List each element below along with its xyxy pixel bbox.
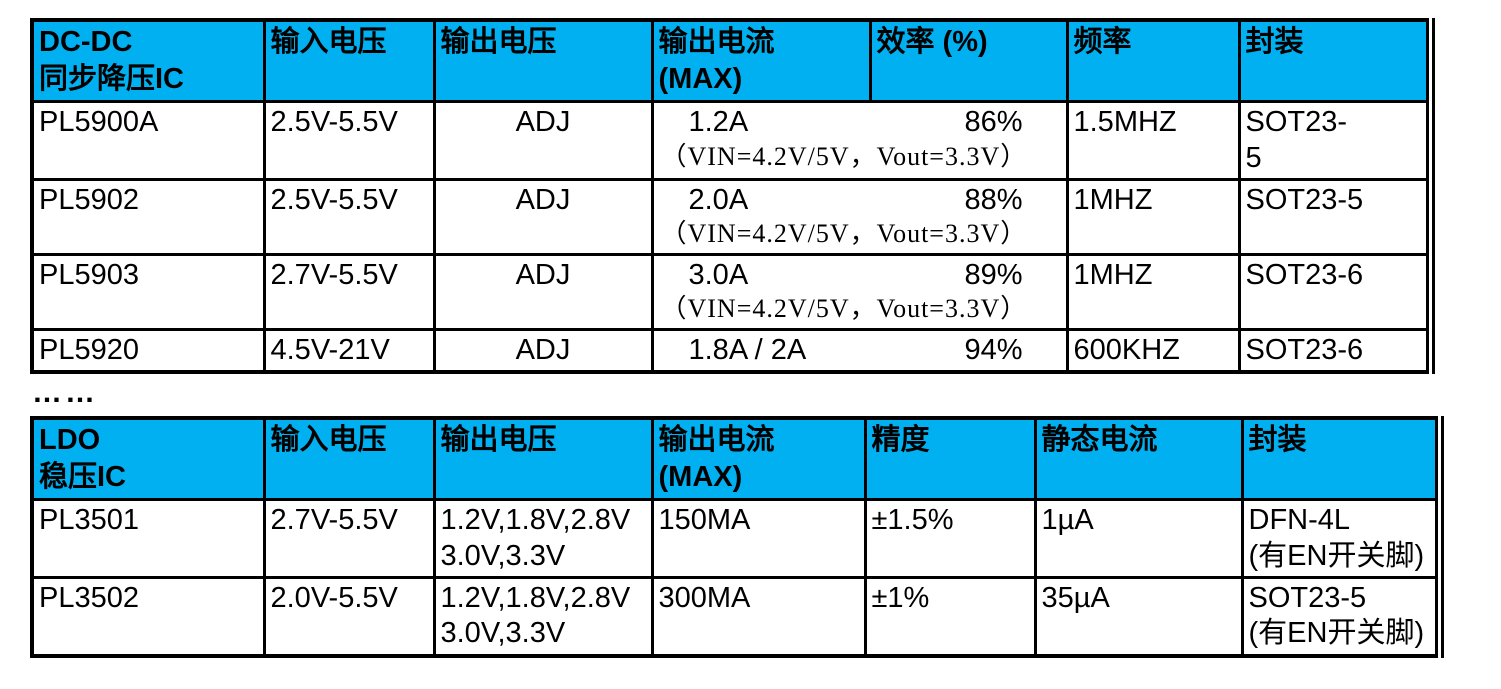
- cell-quiescent-current: 35µA: [1033, 576, 1244, 658]
- cell-accuracy: ±1.5%: [863, 498, 1037, 580]
- cell-efficiency: 88%: [964, 183, 1023, 216]
- header-output-current: 输出电流 (MAX): [650, 416, 867, 502]
- header-ldo-title-line1: LDO: [39, 424, 101, 457]
- cell-output-current: 3.0A: [688, 258, 749, 291]
- header-output-current-line1: 输出电流: [658, 424, 775, 457]
- cell-package: SOT23-5 (有EN开关脚): [1240, 576, 1444, 658]
- cell-output-voltage: ADJ: [432, 252, 654, 331]
- header-input-voltage: 输入电压: [262, 416, 436, 502]
- cell-model: PL3502: [30, 576, 266, 658]
- cell-package: DFN-4L (有EN开关脚): [1240, 498, 1444, 580]
- header-package: 封装: [1240, 416, 1444, 502]
- cell-input-voltage: 2.5V-5.5V: [262, 100, 436, 181]
- cell-output-current: 1.2A: [688, 106, 749, 139]
- header-ldo-title-line2: 稳压IC: [39, 461, 127, 494]
- header-output-current-line2: (MAX): [658, 461, 743, 494]
- header-output-current-line2: (MAX): [658, 63, 743, 96]
- cell-package: SOT23-6: [1237, 252, 1435, 331]
- cell-package: SOT23-5: [1237, 177, 1435, 256]
- cell-model: PL5920: [30, 327, 266, 374]
- cell-current-efficiency: 1.8A / 2A 94%: [650, 327, 1069, 374]
- cell-output-current: 150MA: [650, 498, 867, 580]
- table-ldo-header-row: LDO 稳压IC 输入电压 输出电压 输出电流 (MAX) 精度 静态电流 封装: [30, 416, 1444, 502]
- table-ldo: LDO 稳压IC 输入电压 输出电压 输出电流 (MAX) 精度 静态电流 封装…: [30, 416, 1444, 658]
- current-efficiency-line: 2.0A 88%: [659, 183, 1061, 218]
- cell-current-efficiency: 1.2A 86% （VIN=4.2V/5V，Vout=3.3V）: [650, 100, 1069, 181]
- cell-model: PL5902: [30, 177, 266, 256]
- cell-package: SOT23- 5: [1237, 100, 1435, 181]
- header-frequency: 频率: [1065, 18, 1241, 104]
- cell-frequency: 1.5MHZ: [1065, 100, 1241, 181]
- cell-output-voltage: ADJ: [432, 177, 654, 256]
- header-accuracy: 精度: [863, 416, 1037, 502]
- table-row: PL3502 2.0V-5.5V 1.2V,1.8V,2.8V 3.0V,3.3…: [30, 576, 1444, 658]
- header-efficiency: 效率 (%): [868, 18, 1069, 104]
- cell-current-efficiency: 2.0A 88% （VIN=4.2V/5V，Vout=3.3V）: [650, 177, 1069, 256]
- cell-output-current: 2.0A: [688, 183, 749, 216]
- current-efficiency-line: 1.2A 86%: [659, 105, 1061, 140]
- cell-input-voltage: 2.7V-5.5V: [262, 498, 436, 580]
- header-dcdc-title-line1: DC-DC: [39, 26, 133, 58]
- cell-condition-note: （VIN=4.2V/5V，Vout=3.3V）: [660, 219, 1028, 249]
- header-output-voltage: 输出电压: [432, 18, 654, 104]
- document-page: DC-DC 同步降压IC 输入电压 输出电压 输出电流 (MAX) 效率 (%)…: [0, 18, 1501, 689]
- cell-package: SOT23-6: [1237, 327, 1435, 374]
- table-row: PL3501 2.7V-5.5V 1.2V,1.8V,2.8V 3.0V,3.3…: [30, 498, 1444, 580]
- table-row: PL5903 2.7V-5.5V ADJ 3.0A 89% （VIN=4.2V/…: [30, 252, 1435, 331]
- current-efficiency-line: 3.0A 89%: [659, 258, 1061, 293]
- cell-input-voltage: 2.7V-5.5V: [262, 252, 436, 331]
- header-package: 封装: [1237, 18, 1435, 104]
- cell-output-voltage: ADJ: [432, 327, 654, 374]
- cell-input-voltage: 4.5V-21V: [262, 327, 436, 374]
- cell-model: PL5903: [30, 252, 266, 331]
- cell-frequency: 1MHZ: [1065, 177, 1241, 256]
- cell-input-voltage: 2.0V-5.5V: [262, 576, 436, 658]
- table-row: PL5920 4.5V-21V ADJ 1.8A / 2A 94% 600KHZ…: [30, 327, 1435, 374]
- cell-output-current: 1.8A / 2A: [688, 333, 807, 366]
- header-input-voltage: 输入电压: [262, 18, 436, 104]
- cell-current-efficiency: 3.0A 89% （VIN=4.2V/5V，Vout=3.3V）: [650, 252, 1069, 331]
- header-output-current: 输出电流 (MAX): [650, 18, 872, 104]
- header-dcdc-title-line2: 同步降压IC: [39, 63, 185, 96]
- header-output-voltage: 输出电压: [432, 416, 654, 502]
- cell-output-voltage: 1.2V,1.8V,2.8V 3.0V,3.3V: [432, 498, 654, 580]
- table-dcdc-header-row: DC-DC 同步降压IC 输入电压 输出电压 输出电流 (MAX) 效率 (%)…: [30, 18, 1435, 104]
- header-output-current-line1: 输出电流: [658, 26, 775, 58]
- table-row: PL5902 2.5V-5.5V ADJ 2.0A 88% （VIN=4.2V/…: [30, 177, 1435, 256]
- cell-quiescent-current: 1µA: [1033, 498, 1244, 580]
- cell-frequency: 600KHZ: [1065, 327, 1241, 374]
- cell-condition-note: （VIN=4.2V/5V，Vout=3.3V）: [660, 294, 1028, 324]
- cell-output-voltage: 1.2V,1.8V,2.8V 3.0V,3.3V: [432, 576, 654, 658]
- cell-model: PL3501: [30, 498, 266, 580]
- cell-output-current: 300MA: [650, 576, 867, 658]
- cell-accuracy: ±1%: [863, 576, 1037, 658]
- header-dcdc-title: DC-DC 同步降压IC: [30, 18, 266, 104]
- cell-efficiency: 86%: [964, 106, 1023, 139]
- cell-condition-note: （VIN=4.2V/5V，Vout=3.3V）: [660, 141, 1028, 171]
- table-dcdc: DC-DC 同步降压IC 输入电压 输出电压 输出电流 (MAX) 效率 (%)…: [30, 18, 1435, 375]
- header-ldo-title: LDO 稳压IC: [30, 416, 266, 502]
- header-quiescent-current: 静态电流: [1033, 416, 1244, 502]
- cell-frequency: 1MHZ: [1065, 252, 1241, 331]
- cell-model: PL5900A: [30, 100, 266, 181]
- ellipsis-separator: ……: [32, 376, 98, 410]
- table-row: PL5900A 2.5V-5.5V ADJ 1.2A 86% （VIN=4.2V…: [30, 100, 1435, 181]
- cell-efficiency: 94%: [964, 333, 1023, 366]
- cell-input-voltage: 2.5V-5.5V: [262, 177, 436, 256]
- cell-output-voltage: ADJ: [432, 100, 654, 181]
- current-efficiency-line: 1.8A / 2A 94%: [659, 333, 1061, 368]
- cell-efficiency: 89%: [964, 258, 1023, 291]
